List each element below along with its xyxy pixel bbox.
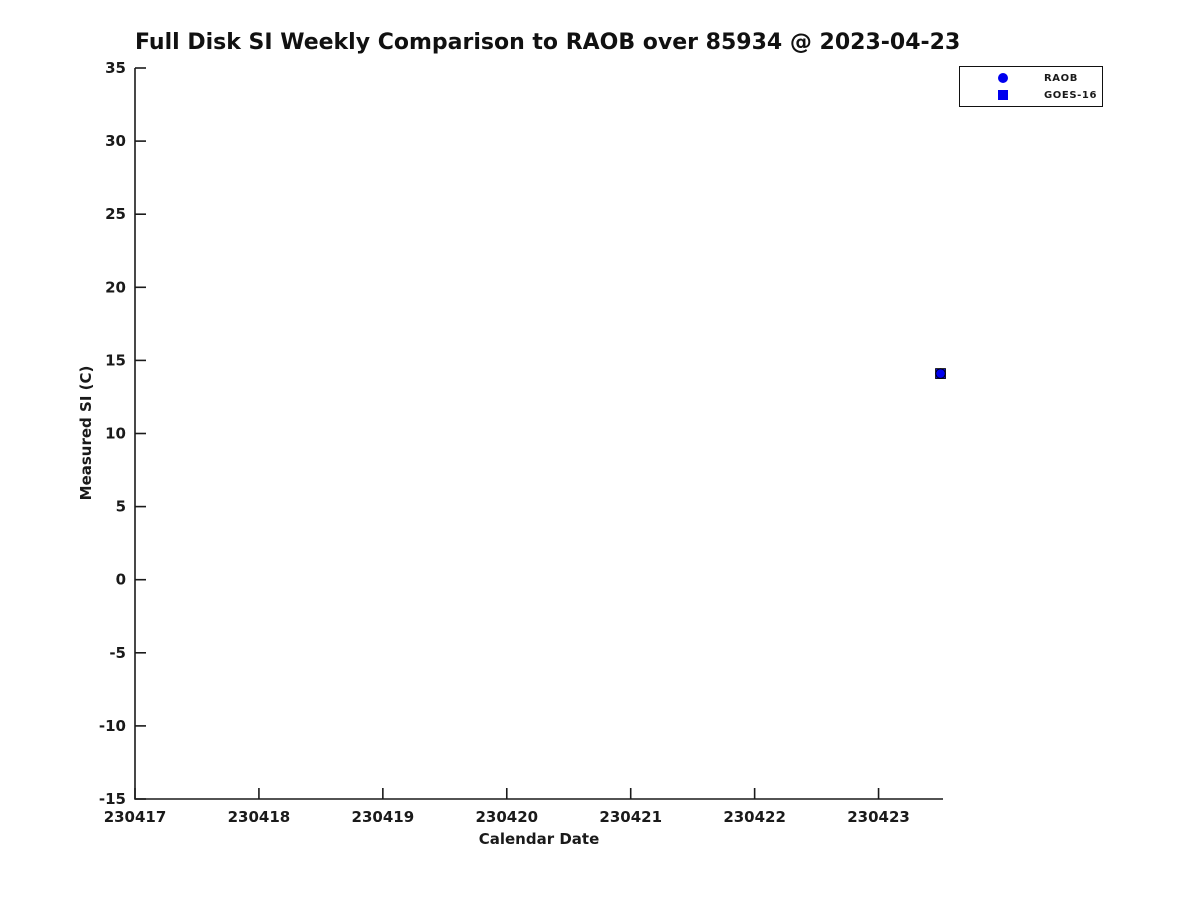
y-tick-label: -15 [99, 790, 126, 808]
x-tick-label: 230423 [847, 808, 910, 826]
chart-title: Full Disk SI Weekly Comparison to RAOB o… [135, 30, 961, 55]
data-point-raob [935, 368, 946, 379]
goes-16-square-marker-icon [998, 90, 1008, 100]
x-tick-label: 230419 [352, 808, 415, 826]
legend-item-goes-16: GOES-16 [960, 88, 1102, 102]
y-tick-label: 20 [105, 278, 126, 296]
y-tick-label: 5 [116, 498, 126, 516]
x-tick-label: 230422 [723, 808, 786, 826]
x-tick-label: 230418 [228, 808, 291, 826]
y-tick-label: 30 [105, 132, 126, 150]
axes-spines [134, 68, 943, 800]
legend: RAOB GOES-16 [959, 66, 1103, 107]
legend-label-goes-16: GOES-16 [1044, 89, 1098, 101]
x-tick-label: 230417 [104, 808, 167, 826]
x-tick-label: 230420 [475, 808, 538, 826]
y-axis-label: Measured SI (C) [77, 365, 95, 501]
x-axis-label: Calendar Date [478, 830, 600, 848]
raob-circle-marker-icon [998, 73, 1008, 83]
y-tick-label: 25 [105, 205, 126, 223]
y-tick-label: 35 [105, 59, 126, 77]
y-tick-label: -5 [109, 644, 126, 662]
y-tick-label: 0 [116, 571, 126, 589]
legend-item-raob: RAOB [960, 71, 1102, 85]
x-tick-label: 230421 [599, 808, 662, 826]
y-tick-label: -10 [99, 717, 126, 735]
legend-label-raob: RAOB [1044, 72, 1078, 84]
y-tick-label: 10 [105, 425, 126, 443]
y-tick-label: 15 [105, 351, 126, 369]
